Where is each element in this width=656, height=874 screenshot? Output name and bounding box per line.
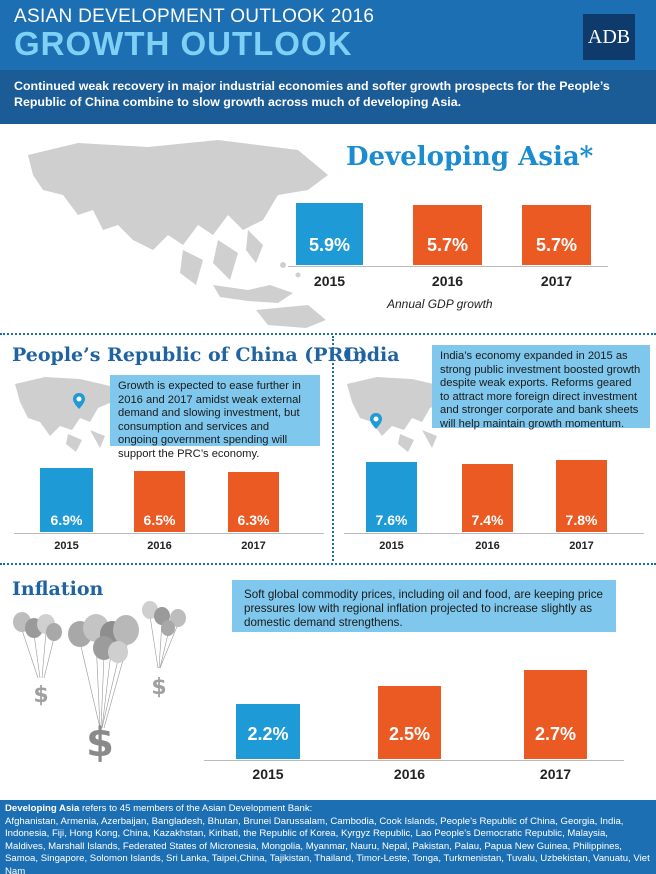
svg-text:$: $ xyxy=(86,720,114,766)
prc-bar-label-2015: 6.9% xyxy=(50,512,83,528)
dev-year-2015: 2015 xyxy=(313,273,346,289)
footer-countries: Afghanistan, Armenia, Azerbaijan, Bangla… xyxy=(5,815,650,874)
dev-year-2017: 2017 xyxy=(540,273,573,289)
footer-heading: Developing Asia refers to 45 members of … xyxy=(5,803,651,816)
prc-bar-2016: 6.5% xyxy=(134,471,185,532)
inflation-bar-2016: 2.5% xyxy=(378,686,441,759)
divider-middle xyxy=(332,336,334,561)
divider-top xyxy=(0,333,656,335)
inflation-bar-label-2016: 2.5% xyxy=(388,724,431,744)
header-banner: ASIAN DEVELOPMENT OUTLOOK 2016 GROWTH OU… xyxy=(0,0,656,70)
india-year-2016: 2016 xyxy=(475,540,500,552)
inflation-bar-2017: 2.7% xyxy=(524,670,587,759)
dev-bar-2016: 5.7% xyxy=(413,205,482,265)
prc-year-2015: 2015 xyxy=(54,540,79,552)
inflation-year-2016: 2016 xyxy=(393,766,426,782)
prc-year-2017: 2017 xyxy=(241,540,266,552)
footer-note: Developing Asia refers to 45 members of … xyxy=(0,800,656,874)
india-bar-2017: 7.8% xyxy=(556,460,607,532)
inflation-axis xyxy=(204,760,624,761)
header-main-title: GROWTH OUTLOOK xyxy=(14,25,353,62)
dev-bar-2017: 5.7% xyxy=(522,205,591,265)
india-bar-label-2017: 7.8% xyxy=(565,512,598,528)
india-bar-label-2015: 7.6% xyxy=(375,512,408,528)
inflation-year-2017: 2017 xyxy=(539,766,572,782)
prc-axis xyxy=(14,533,324,534)
divider-bottom xyxy=(0,563,656,565)
dev-bar-label-2017: 5.7% xyxy=(535,235,578,255)
prc-note: Growth is expected to ease further in 20… xyxy=(110,375,320,460)
india-bar-label-2016: 7.4% xyxy=(471,512,504,528)
india-axis xyxy=(344,533,644,534)
india-note: India’s economy expanded in 2015 as stro… xyxy=(432,345,650,430)
india-title: India xyxy=(344,344,400,366)
india-year-2015: 2015 xyxy=(379,540,404,552)
footer-lead-rest: refers to 45 members of the Asian Develo… xyxy=(79,803,313,814)
location-pin-icon xyxy=(73,393,85,409)
dev-bar-2015: 5.9% xyxy=(296,203,363,265)
adb-logo: ADB xyxy=(583,14,635,60)
footer-lead: Developing Asia xyxy=(5,803,80,814)
header-pre-title: ASIAN DEVELOPMENT OUTLOOK 2016 xyxy=(14,6,375,27)
inflation-bar-label-2015: 2.2% xyxy=(247,724,289,744)
india-year-2017: 2017 xyxy=(569,540,594,552)
india-bar-2016: 7.4% xyxy=(462,464,513,532)
india-bar-2015: 7.6% xyxy=(366,462,417,532)
prc-bar-label-2017: 6.3% xyxy=(237,512,270,528)
balloons-dollar-illustration: $ $ $ xyxy=(13,601,186,766)
prc-bar-label-2016: 6.5% xyxy=(143,512,176,528)
dev-caption: Annual GDP growth xyxy=(387,297,493,311)
dev-bar-label-2015: 5.9% xyxy=(308,235,351,255)
inflation-bar-label-2017: 2.7% xyxy=(534,724,577,744)
svg-text:$: $ xyxy=(151,675,166,700)
prc-year-2016: 2016 xyxy=(147,540,172,552)
prc-map-icon xyxy=(15,377,112,452)
inflation-note: Soft global commodity prices, including … xyxy=(232,580,616,632)
prc-bar-2015: 6.9% xyxy=(40,468,93,532)
asia-map-illustration xyxy=(28,140,328,328)
inflation-title: Inflation xyxy=(12,578,104,600)
intro-text: Continued weak recovery in major industr… xyxy=(0,70,656,124)
developing-asia-title: Developing Asia* xyxy=(346,142,594,172)
svg-text:$: $ xyxy=(33,683,48,708)
india-location-pin-icon xyxy=(370,413,382,429)
prc-bar-2017: 6.3% xyxy=(228,472,279,532)
inflation-year-2015: 2015 xyxy=(252,766,284,782)
dev-axis xyxy=(288,266,608,267)
dev-bar-label-2016: 5.7% xyxy=(426,235,469,255)
prc-title: People’s Republic of China (PRC) xyxy=(12,344,368,366)
inflation-bar-2015: 2.2% xyxy=(236,704,300,759)
dev-year-2016: 2016 xyxy=(431,273,464,289)
